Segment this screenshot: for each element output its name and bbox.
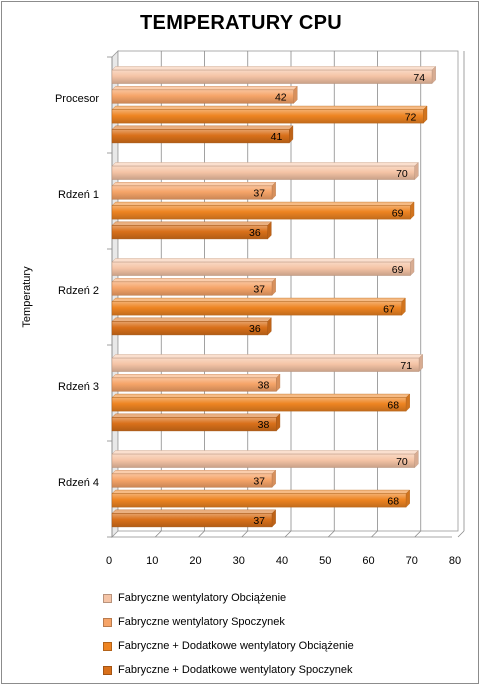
data-label: 37 bbox=[253, 515, 265, 527]
bar-top bbox=[111, 258, 415, 263]
legend-label: Fabryczne + Dodatkowe wentylatory Obciąż… bbox=[118, 640, 354, 652]
legend-swatch bbox=[103, 593, 112, 603]
bar-top bbox=[111, 489, 411, 494]
bar-top bbox=[111, 66, 437, 71]
legend-item: Fabryczne + Dodatkowe wentylatory Obciąż… bbox=[103, 634, 354, 658]
x-tick-label: 40 bbox=[276, 555, 288, 567]
legend-swatch bbox=[103, 641, 112, 651]
data-label: 37 bbox=[253, 476, 265, 488]
bar bbox=[111, 321, 268, 336]
bar bbox=[111, 417, 277, 432]
bar-top bbox=[111, 162, 419, 167]
y-axis-title: Temperatury bbox=[21, 266, 33, 328]
bar-top bbox=[111, 297, 406, 302]
bar-top bbox=[111, 182, 277, 187]
gridline-floor bbox=[414, 530, 422, 538]
legend-swatch bbox=[103, 617, 112, 627]
bar bbox=[111, 261, 411, 276]
chart-title: TEMPERATURY CPU bbox=[140, 12, 342, 34]
data-label: 38 bbox=[258, 419, 270, 431]
bar bbox=[111, 89, 294, 104]
x-tick-label: 0 bbox=[106, 555, 112, 567]
bar bbox=[111, 493, 407, 508]
legend-label: Fabryczne wentylatory Obciążenie bbox=[118, 592, 287, 604]
gridline-floor bbox=[284, 530, 292, 538]
legend-item: Fabryczne wentylatory Obciążenie bbox=[103, 586, 354, 610]
category-label: Rdzeń 3 bbox=[58, 381, 99, 393]
data-label: 71 bbox=[400, 360, 412, 372]
data-label: 37 bbox=[253, 188, 265, 200]
x-tick-label: 20 bbox=[189, 555, 201, 567]
legend-label: Fabryczne + Dodatkowe wentylatory Spoczy… bbox=[118, 664, 353, 676]
data-label: 69 bbox=[392, 264, 404, 276]
bar bbox=[111, 109, 424, 124]
data-label: 68 bbox=[387, 495, 399, 507]
data-label: 70 bbox=[396, 456, 408, 468]
legend-swatch bbox=[103, 665, 112, 675]
bar-top bbox=[111, 201, 415, 206]
bar bbox=[111, 129, 290, 144]
bar bbox=[111, 185, 273, 200]
bar bbox=[111, 205, 411, 220]
bar-top bbox=[111, 278, 277, 283]
bar-top bbox=[111, 354, 424, 359]
bar-top bbox=[111, 105, 428, 110]
bar-top bbox=[111, 509, 277, 514]
legend-item: Fabryczne wentylatory Spoczynek bbox=[103, 610, 354, 634]
data-label: 70 bbox=[396, 168, 408, 180]
bar-top bbox=[111, 221, 272, 226]
category-label: Rdzeń 1 bbox=[58, 189, 99, 201]
data-label: 42 bbox=[275, 92, 287, 104]
legend-label: Fabryczne wentylatory Spoczynek bbox=[118, 616, 285, 628]
bar bbox=[111, 357, 420, 372]
category-label: Rdzeń 4 bbox=[58, 477, 99, 489]
category-label: Procesor bbox=[55, 93, 99, 105]
bar bbox=[111, 225, 268, 240]
data-label: 37 bbox=[253, 284, 265, 296]
bar bbox=[111, 377, 277, 392]
bar-top bbox=[111, 393, 411, 398]
x-tick-label: 70 bbox=[406, 555, 418, 567]
data-label: 74 bbox=[413, 72, 425, 84]
bar bbox=[111, 69, 433, 84]
bar bbox=[111, 453, 415, 468]
bar-top bbox=[111, 470, 277, 475]
bar bbox=[111, 513, 273, 528]
gridline-floor bbox=[371, 530, 378, 538]
bar bbox=[111, 165, 415, 180]
data-label: 72 bbox=[405, 111, 417, 123]
bar bbox=[111, 301, 403, 316]
data-label: 38 bbox=[258, 380, 270, 392]
bar bbox=[111, 473, 273, 488]
gridline-floor bbox=[241, 530, 249, 538]
bar-top bbox=[111, 413, 281, 418]
legend-item: Fabryczne + Dodatkowe wentylatory Spoczy… bbox=[103, 658, 354, 682]
x-tick-label: 30 bbox=[233, 555, 245, 567]
bar-top bbox=[111, 125, 294, 130]
gridline-floor bbox=[327, 530, 335, 538]
gridline-floor bbox=[154, 530, 162, 538]
bar bbox=[111, 281, 273, 296]
bar-top bbox=[111, 450, 419, 455]
x-tick-label: 60 bbox=[362, 555, 374, 567]
category-label: Rdzeń 2 bbox=[58, 285, 99, 297]
x-tick-label: 50 bbox=[319, 555, 331, 567]
gridline-floor bbox=[198, 530, 205, 538]
chart-legend: Fabryczne wentylatory Obciążenie Fabryczn… bbox=[103, 586, 354, 682]
bar-top bbox=[111, 317, 272, 322]
x-tick-label: 10 bbox=[146, 555, 158, 567]
x-tick-label: 80 bbox=[449, 555, 461, 567]
data-label: 67 bbox=[383, 303, 395, 315]
gridline-floor bbox=[457, 530, 465, 538]
data-label: 41 bbox=[271, 131, 283, 143]
bar bbox=[111, 397, 407, 412]
data-label: 36 bbox=[249, 227, 261, 239]
data-label: 69 bbox=[392, 207, 404, 219]
data-label: 68 bbox=[387, 399, 399, 411]
bar-top bbox=[111, 86, 298, 91]
bar-top bbox=[111, 374, 281, 379]
data-label: 36 bbox=[249, 323, 261, 335]
